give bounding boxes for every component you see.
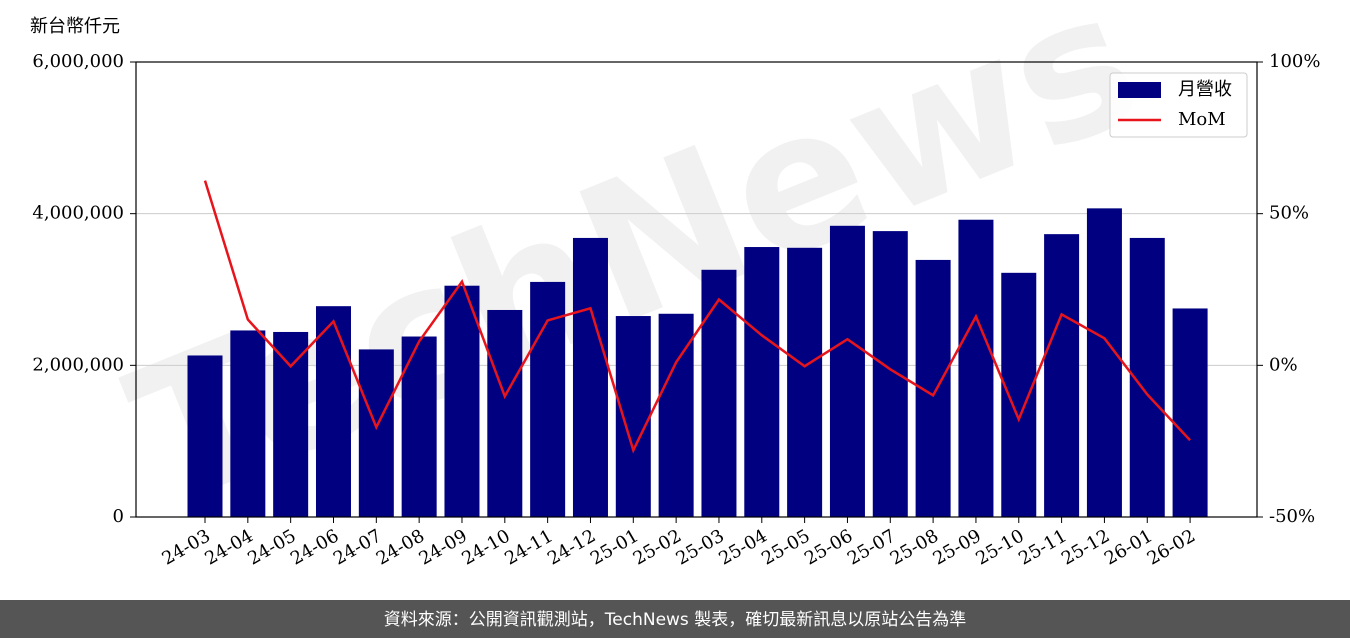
x-tick-label: 25-10 <box>972 525 1027 569</box>
footer-bar <box>0 600 1350 638</box>
bar <box>1172 308 1208 517</box>
y2-tick-label: -50% <box>1269 506 1315 527</box>
bar <box>358 349 394 517</box>
bar <box>230 330 266 517</box>
y-tick-label: 0 <box>113 506 124 527</box>
x-tick-label: 26-02 <box>1144 525 1199 569</box>
bar <box>1001 272 1037 517</box>
y-tick-label: 4,000,000 <box>32 203 124 224</box>
x-tick-label: 25-09 <box>930 525 985 569</box>
x-tick-label: 25-02 <box>630 525 685 569</box>
y-tick-label: 2,000,000 <box>32 354 124 375</box>
x-tick-label: 24-05 <box>244 525 299 569</box>
x-tick-label: 25-07 <box>844 525 899 569</box>
x-tick-label: 25-05 <box>758 525 813 569</box>
bar <box>444 285 480 517</box>
x-tick-label: 24-06 <box>287 525 342 569</box>
plot-frame <box>135 61 1258 518</box>
x-tick-label: 25-04 <box>715 525 770 569</box>
x-tick-label: 25-06 <box>801 525 856 569</box>
bar <box>572 237 608 517</box>
bar <box>315 306 351 517</box>
x-tick-label: 24-10 <box>458 525 513 569</box>
bar <box>744 247 780 518</box>
bar <box>872 231 908 517</box>
x-tick-label: 24-12 <box>544 525 599 569</box>
bar <box>187 355 223 517</box>
x-tick-label: 25-01 <box>587 525 642 569</box>
bar <box>701 269 737 517</box>
legend-label: MoM <box>1178 109 1226 130</box>
bar <box>615 316 651 517</box>
bar <box>658 313 694 517</box>
bar <box>787 247 823 517</box>
bar <box>829 225 865 518</box>
x-tick-label: 24-07 <box>330 525 385 569</box>
x-tick-label: 24-08 <box>373 525 428 569</box>
y2-tick-label: 50% <box>1269 203 1309 224</box>
x-tick-label: 25-03 <box>673 525 728 569</box>
y2-tick-label: 0% <box>1269 354 1298 375</box>
x-tick-label: 26-01 <box>1101 525 1156 569</box>
legend-label: 月營收 <box>1178 79 1232 100</box>
x-tick-label: 24-11 <box>501 525 556 569</box>
y-axis-unit: 新台幣仟元 <box>30 16 120 37</box>
bar <box>958 219 994 517</box>
x-tick-label: 25-08 <box>887 525 942 569</box>
bar <box>1044 234 1080 517</box>
bar <box>487 309 523 517</box>
x-tick-label: 25-12 <box>1058 525 1113 569</box>
y2-tick-label: 100% <box>1269 51 1320 72</box>
bar <box>1086 208 1122 517</box>
mom-line <box>203 180 1192 454</box>
x-tick-label: 25-11 <box>1015 525 1070 569</box>
source-note: 資料來源：公開資訊觀測站，TechNews 製表，確切最新訊息以原站公告為準 <box>384 610 966 630</box>
x-tick-label: 24-09 <box>416 525 471 569</box>
bar <box>273 331 309 517</box>
y-tick-label: 6,000,000 <box>32 51 124 72</box>
legend-swatch <box>1118 82 1161 98</box>
